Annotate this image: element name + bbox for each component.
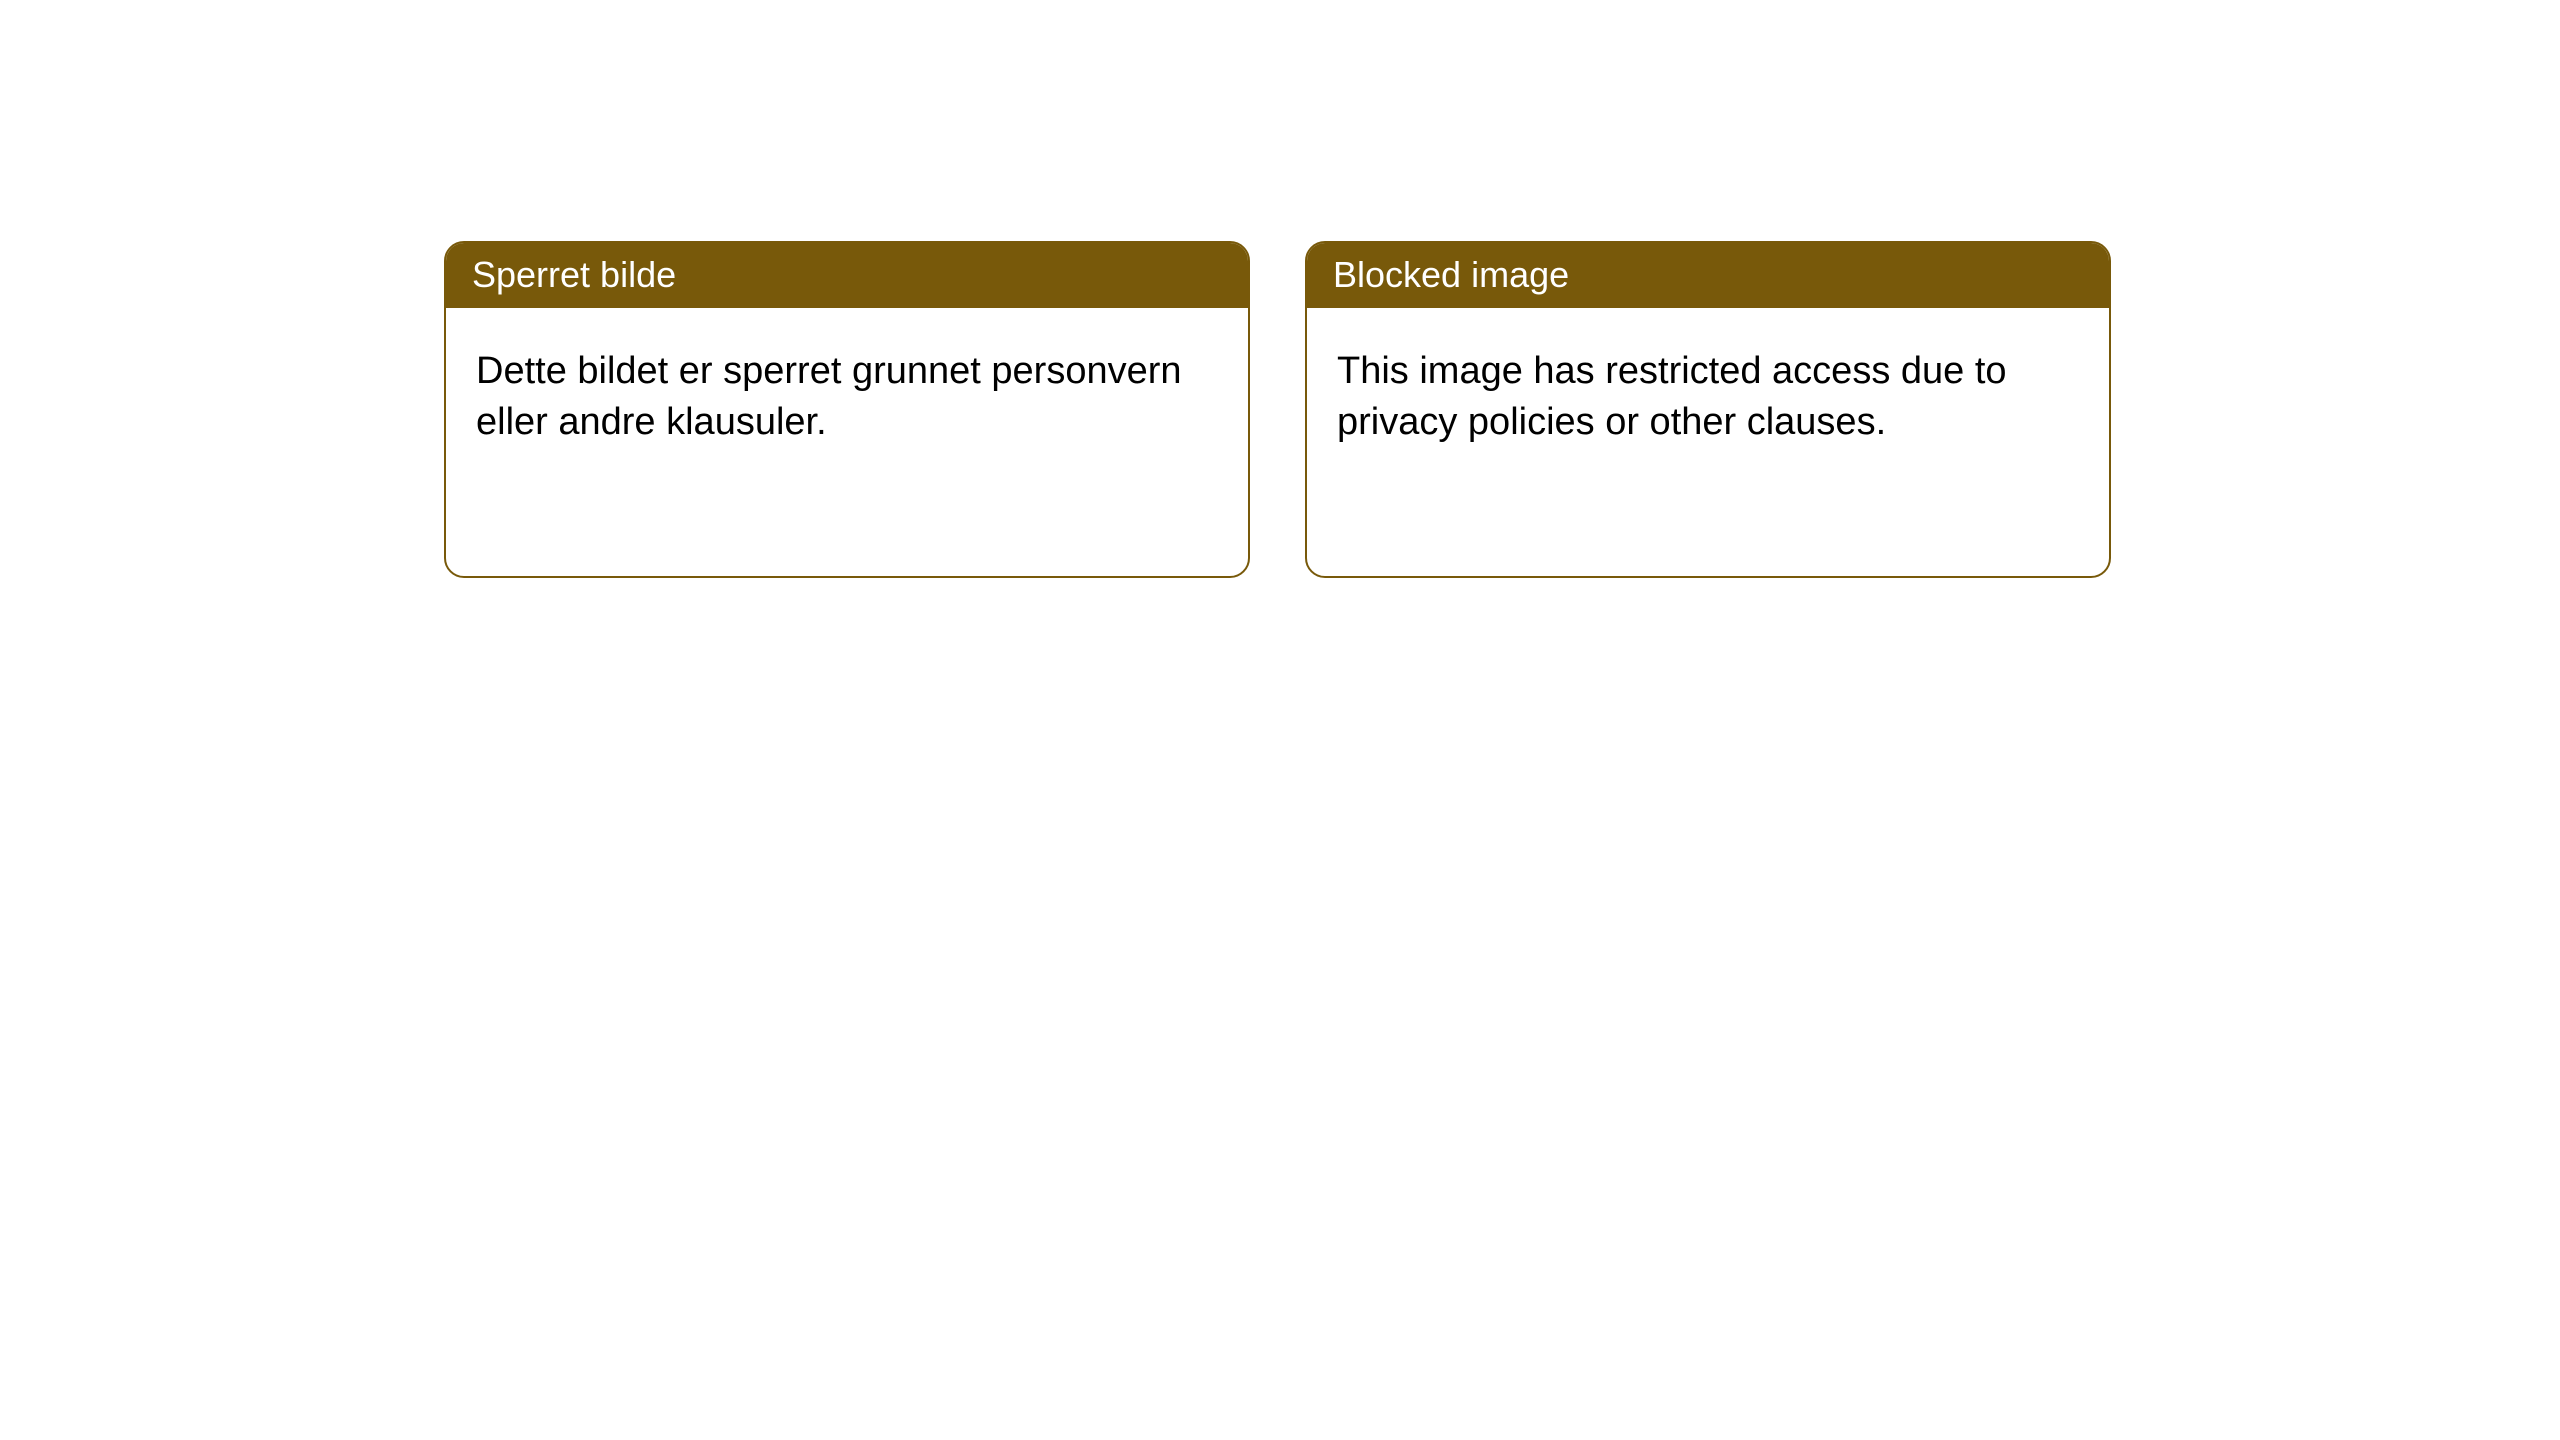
notice-header: Blocked image (1307, 243, 2109, 308)
notice-body: Dette bildet er sperret grunnet personve… (446, 308, 1248, 479)
notice-header-text: Blocked image (1333, 254, 1569, 295)
notice-card-norwegian: Sperret bilde Dette bildet er sperret gr… (444, 241, 1250, 578)
notice-body: This image has restricted access due to … (1307, 308, 2109, 479)
notice-container: Sperret bilde Dette bildet er sperret gr… (0, 0, 2560, 578)
notice-header-text: Sperret bilde (472, 254, 676, 295)
notice-body-text: This image has restricted access due to … (1337, 350, 2007, 443)
notice-header: Sperret bilde (446, 243, 1248, 308)
notice-card-english: Blocked image This image has restricted … (1305, 241, 2111, 578)
notice-body-text: Dette bildet er sperret grunnet personve… (476, 350, 1182, 443)
